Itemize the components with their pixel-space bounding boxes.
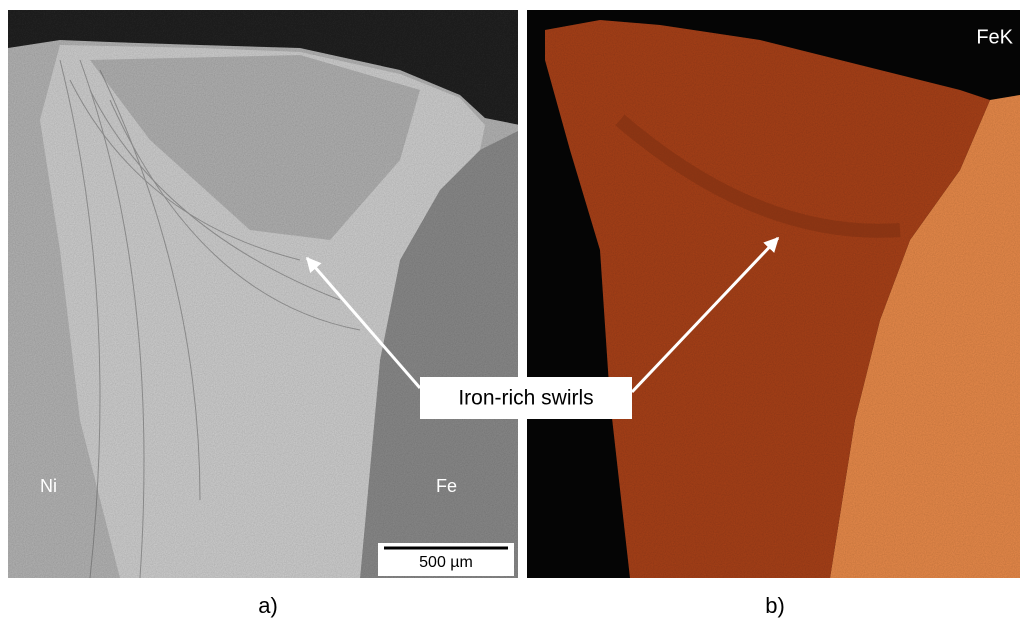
material-label: Fe (436, 476, 457, 496)
element-map-b (527, 10, 1020, 578)
element-label: FeK (976, 26, 1013, 48)
panel-caption: a) (258, 593, 278, 618)
figure: Iron-rich swirls Ni Fe 500 µm FeK a) b) (0, 0, 1025, 624)
annotation: Iron-rich swirls (458, 387, 593, 410)
scale-bar-label: 500 µm (419, 554, 473, 571)
material-label: Ni (40, 476, 57, 496)
panel-caption: b) (765, 593, 785, 618)
